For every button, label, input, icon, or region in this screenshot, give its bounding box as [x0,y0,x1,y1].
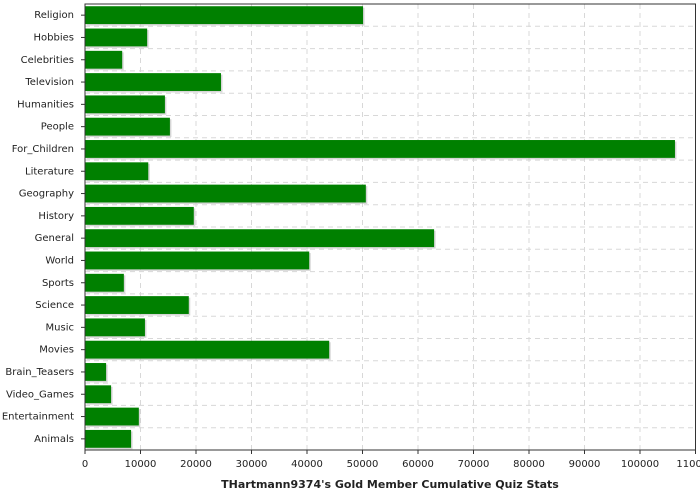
y-tick-label: Brain_Teasers [5,367,74,378]
x-tick-label: 20000 [180,459,212,470]
x-tick-label: 0 [82,459,88,470]
x-tick-label: 80000 [513,459,545,470]
bar [85,95,165,114]
bar [85,73,221,91]
y-tick-label: Hobbies [34,32,74,43]
bar [85,206,194,225]
x-tick-label: 100000 [621,459,659,470]
y-tick-label: Movies [39,345,74,356]
bar [85,251,310,270]
y-tick-label: General [35,233,74,244]
x-tick-label: 50000 [347,459,379,470]
y-tick-label: People [41,122,74,133]
bar [85,229,435,248]
bar [85,340,330,359]
bar [85,117,170,136]
y-tick-label: Science [35,300,74,311]
x-tick-label: 90000 [569,459,601,470]
bar [85,407,139,426]
bar [85,6,364,25]
y-tick-label: Television [24,77,74,88]
x-tick-label: 10000 [125,459,157,470]
bar [85,140,675,158]
bar [85,28,148,47]
x-tick-label: 110000 [676,459,700,470]
bar [85,184,366,203]
bar [85,318,145,337]
x-tick-label: 30000 [236,459,268,470]
x-axis-label: THartmann9374's Gold Member Cumulative Q… [221,478,559,491]
y-tick-label: History [38,211,74,222]
y-tick-label: Religion [34,10,74,21]
bar [85,429,132,448]
y-tick-label: For_Children [12,144,74,155]
y-tick-label: World [45,255,74,266]
bar [85,50,123,69]
y-tick-label: Animals [34,434,74,445]
y-tick-label: Sports [42,278,74,289]
bar [85,363,107,381]
x-tick-label: 60000 [402,459,434,470]
y-tick-label: Music [46,322,74,333]
y-tick-label: Entertainment [2,412,74,423]
bar [85,385,112,404]
bar [85,296,189,314]
plot-frame [84,3,696,451]
y-tick-label: Geography [19,189,74,200]
x-tick-label: 70000 [458,459,490,470]
y-tick-label: Video_Games [6,389,74,400]
bar [85,273,124,292]
y-tick-label: Humanities [17,99,74,110]
bar [85,162,149,181]
y-tick-label: Celebrities [21,55,74,66]
x-tick-label: 40000 [291,459,323,470]
y-tick-label: Literature [25,166,74,177]
